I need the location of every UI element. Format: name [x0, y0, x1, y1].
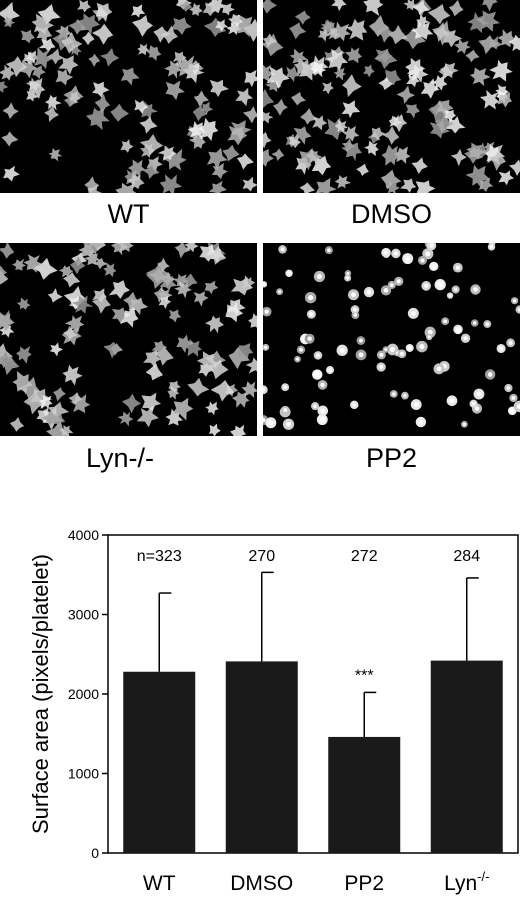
platelet-cells — [263, 0, 520, 193]
y-tick-label: 2000 — [68, 686, 99, 702]
micrograph-wt — [0, 0, 257, 193]
y-tick-label: 3000 — [68, 607, 99, 623]
y-tick-label: 0 — [91, 845, 99, 861]
micrograph-lyn-ko-image — [0, 243, 257, 436]
significance-label: *** — [355, 667, 374, 684]
category-label: Lyn-/- — [444, 869, 489, 895]
panel-label-pp2: PP2 — [365, 443, 418, 473]
category-label: PP2 — [344, 872, 384, 895]
bar — [430, 660, 503, 853]
micrograph-wt-image — [0, 0, 257, 193]
platelet-cells — [0, 243, 257, 436]
surface-area-bar-chart: 0 1000 2000 3000 4000 Surface area (pixels/pl… — [28, 527, 519, 895]
y-tick-label: 1000 — [68, 766, 99, 782]
y-tick-label: 4000 — [68, 527, 99, 543]
bar — [225, 661, 298, 853]
category-label: DMSO — [230, 872, 293, 895]
n-label: 272 — [351, 548, 378, 565]
n-label: n=323 — [137, 548, 182, 565]
panel-label-lyn-ko: Lyn-/- — [85, 443, 154, 473]
y-axis-label: Surface area (pixels/platelet) — [28, 554, 53, 834]
micrograph-lyn-ko — [0, 243, 257, 436]
bar — [328, 736, 401, 853]
category-label: WT — [143, 872, 176, 895]
n-label: 270 — [248, 548, 275, 565]
micrograph-pp2 — [263, 243, 520, 436]
platelet-cells — [263, 243, 520, 430]
micrograph-dmso-image — [263, 0, 520, 193]
panel-label-dmso: DMSO — [351, 199, 432, 229]
micrograph-pp2-image — [263, 243, 520, 430]
panel-label-wt: WT — [107, 199, 150, 229]
bar — [123, 671, 196, 853]
n-label: 284 — [453, 548, 480, 565]
micrograph-dmso — [263, 0, 520, 193]
platelet-cells — [0, 0, 257, 193]
